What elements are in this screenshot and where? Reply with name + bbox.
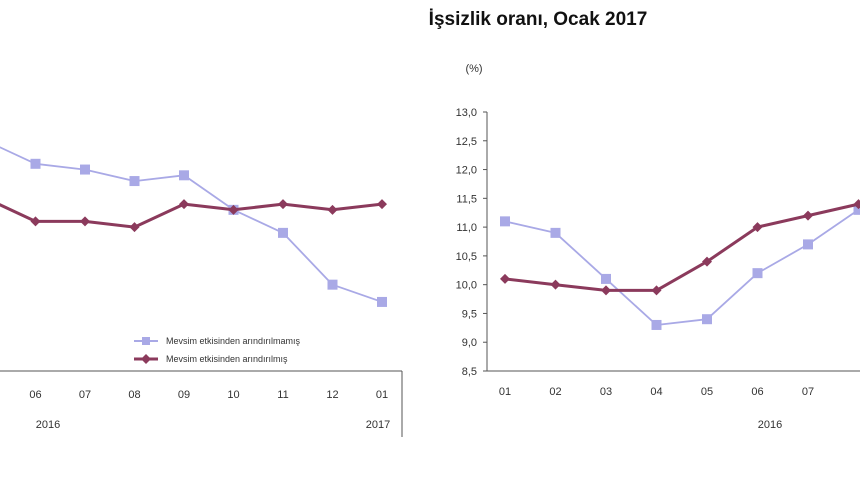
data-point-unadjusted xyxy=(80,164,90,175)
data-point-adjusted xyxy=(500,273,510,284)
right-year-label-2016: 2016 xyxy=(758,419,782,431)
y-tick-label: 12,0 xyxy=(456,165,477,177)
legend-label-adjusted: Mevsim etkisinden arındırılmış xyxy=(166,354,288,364)
series-line-adjusted xyxy=(504,202,859,292)
data-point-unadjusted xyxy=(752,268,763,279)
series-line-unadjusted xyxy=(504,209,860,326)
y-tick-label: 11,0 xyxy=(456,222,477,234)
x-tick-label: 02 xyxy=(549,386,561,398)
data-point-unadjusted xyxy=(601,273,611,284)
legend: Mevsim etkisinden arındırılmamış Mevsim … xyxy=(134,336,301,364)
data-point-unadjusted xyxy=(500,216,510,227)
chart-marks: 06 07 08 09 10 11 12 01 13,0 12,5 12,0 11,5 11,0 10,5… xyxy=(0,107,860,437)
data-point-unadjusted xyxy=(377,296,387,307)
data-point-adjusted xyxy=(550,279,561,290)
chart-title: İşsizlik oranı, Ocak 2017 xyxy=(429,9,648,30)
y-tick-label: 13,0 xyxy=(456,107,477,119)
data-point-adjusted xyxy=(179,199,189,210)
data-point-unadjusted xyxy=(651,319,662,330)
data-point-unadjusted xyxy=(179,170,189,181)
legend-diamond-marker xyxy=(141,354,151,364)
y-tick-label: 10,0 xyxy=(456,280,477,292)
y-tick-label: 12,5 xyxy=(456,136,477,148)
data-point-adjusted xyxy=(601,285,611,296)
x-tick-label: 07 xyxy=(802,386,814,398)
data-point-adjusted xyxy=(228,204,239,215)
data-point-unadjusted xyxy=(129,176,140,187)
y-tick-label: 9,0 xyxy=(462,337,477,349)
x-tick-label: 11 xyxy=(277,389,288,401)
legend-square-marker xyxy=(142,337,150,345)
left-year-label-2016: 2016 xyxy=(36,419,60,431)
x-tick-label: 07 xyxy=(79,389,91,401)
data-point-adjusted xyxy=(129,222,140,233)
y-tick-label: 9,5 xyxy=(462,308,477,320)
data-point-unadjusted xyxy=(702,314,712,325)
data-point-adjusted xyxy=(30,216,41,227)
legend-label-unadjusted: Mevsim etkisinden arındırılmamış xyxy=(166,336,301,346)
data-point-unadjusted xyxy=(327,279,338,290)
data-point-adjusted xyxy=(853,199,860,210)
data-point-adjusted xyxy=(80,216,90,227)
x-tick-label: 12 xyxy=(326,389,338,401)
right-chart-unit-label: (%) xyxy=(465,63,482,75)
x-tick-label: 05 xyxy=(701,386,713,398)
data-point-adjusted xyxy=(752,222,763,233)
data-point-unadjusted xyxy=(30,158,41,169)
x-tick-label: 01 xyxy=(376,389,388,401)
x-tick-label: 06 xyxy=(751,386,763,398)
data-point-unadjusted xyxy=(853,204,860,215)
data-point-unadjusted xyxy=(803,239,813,250)
x-tick-label: 06 xyxy=(29,389,41,401)
x-tick-label: 03 xyxy=(600,386,612,398)
y-tick-label: 10,5 xyxy=(456,251,477,263)
series-line-adjusted xyxy=(0,202,383,229)
data-point-adjusted xyxy=(803,210,813,221)
data-point-adjusted xyxy=(702,256,712,267)
x-tick-label: 04 xyxy=(650,386,662,398)
data-point-adjusted xyxy=(651,285,662,296)
data-point-adjusted xyxy=(278,199,288,210)
data-point-unadjusted xyxy=(550,227,561,238)
data-point-unadjusted xyxy=(278,227,288,238)
x-tick-label: 08 xyxy=(128,389,140,401)
data-point-adjusted xyxy=(377,199,387,210)
x-tick-label: 10 xyxy=(227,389,239,401)
data-point-adjusted xyxy=(327,204,338,215)
left-year-label-2017: 2017 xyxy=(366,419,390,431)
x-tick-label: 09 xyxy=(178,389,190,401)
x-tick-label: 01 xyxy=(499,386,511,398)
y-tick-label: 11,5 xyxy=(456,193,477,205)
y-tick-label: 8,5 xyxy=(462,366,477,378)
